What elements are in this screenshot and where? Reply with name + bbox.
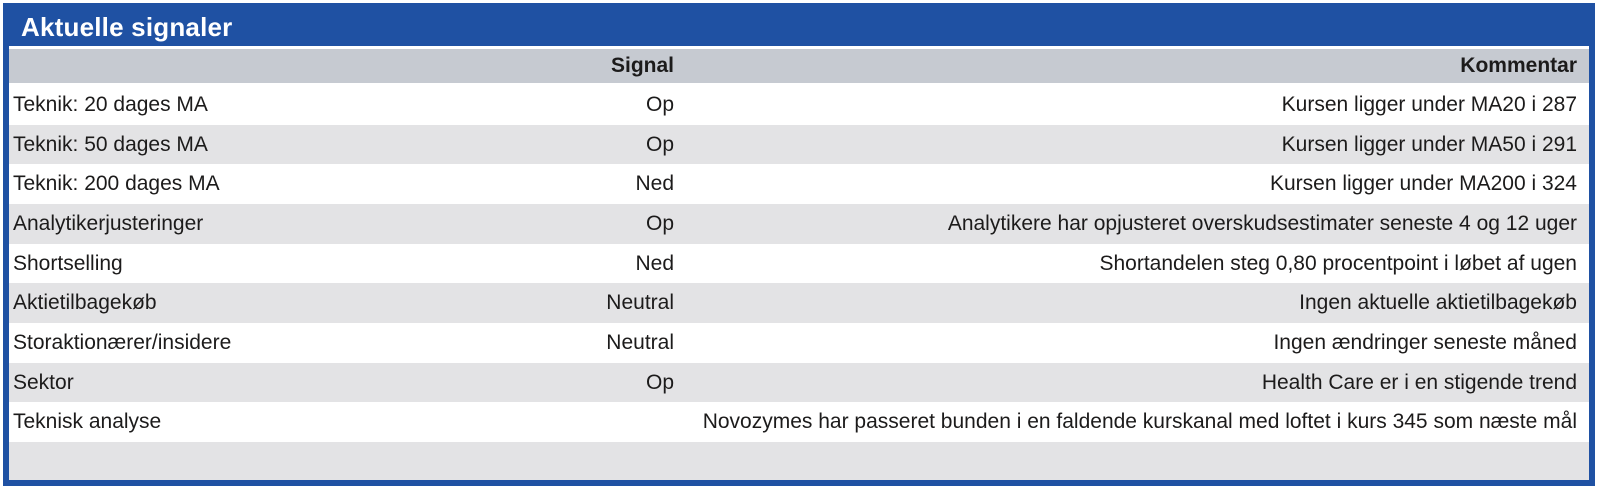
table-row: Teknik: 200 dages MA Ned Kursen ligger u…	[9, 164, 1589, 205]
header-signal: Signal	[610, 54, 674, 77]
header-kommentar: Kommentar	[1460, 54, 1577, 77]
row-label: Teknisk analyse	[13, 410, 162, 434]
table-row: Aktietilbagekøb Neutral Ingen aktuelle a…	[9, 283, 1589, 324]
table-row: Storaktionærer/insidere Neutral Ingen æn…	[9, 323, 1589, 363]
panel-title: Aktuelle signaler	[21, 12, 233, 42]
row-comment-merged: Novozymes har passeret bunden i en falde…	[702, 410, 1577, 434]
table-row: Shortselling Ned Shortandelen steg 0,80 …	[9, 243, 1589, 284]
row-comment: Kursen ligger under MA50 i 291	[1281, 132, 1577, 156]
row-label: Aktietilbagekøb	[13, 291, 157, 315]
table-row: Teknisk analyse Novozymes har passeret b…	[9, 402, 1589, 443]
signals-panel: Aktuelle signaler Signal Kommentar Tekni…	[3, 3, 1595, 486]
row-comment: Health Care er i en stigende trend	[1261, 370, 1577, 394]
row-comment: Ingen aktuelle aktietilbagekøb	[1299, 291, 1577, 315]
row-label: Analytikerjusteringer	[13, 211, 204, 235]
row-comment: Analytikere har opjusteret overskudsesti…	[947, 211, 1577, 235]
row-signal: Op	[645, 92, 674, 116]
row-signal: Ned	[635, 172, 674, 196]
row-comment: Shortandelen steg 0,80 procentpoint i lø…	[1099, 251, 1577, 275]
row-comment: Ingen ændringer seneste måned	[1273, 330, 1577, 354]
table-row: Analytikerjusteringer Op Analytikere har…	[9, 204, 1589, 244]
row-label: Teknik: 200 dages MA	[13, 172, 220, 196]
row-signal: Op	[645, 370, 674, 394]
row-label: Teknik: 20 dages MA	[13, 92, 208, 116]
row-signal: Op	[645, 132, 674, 156]
row-label: Shortselling	[13, 251, 123, 275]
row-comment: Kursen ligger under MA20 i 287	[1281, 92, 1577, 116]
row-signal: Op	[645, 211, 674, 235]
row-label: Storaktionærer/insidere	[13, 330, 232, 354]
row-comment: Kursen ligger under MA200 i 324	[1269, 172, 1577, 196]
footer-strip	[9, 442, 1589, 480]
row-label: Sektor	[13, 370, 74, 394]
row-signal: Neutral	[606, 330, 674, 354]
panel-title-bar: Aktuelle signaler	[9, 9, 1589, 49]
row-label: Teknik: 50 dages MA	[13, 132, 208, 156]
row-signal: Neutral	[606, 291, 674, 315]
table-row: Sektor Op Health Care er i en stigende t…	[9, 362, 1589, 403]
table-row: Teknik: 50 dages MA Op Kursen ligger und…	[9, 124, 1589, 165]
row-signal: Ned	[635, 251, 674, 275]
table-row: Teknik: 20 dages MA Op Kursen ligger und…	[9, 85, 1589, 125]
table-body: Teknik: 20 dages MA Op Kursen ligger und…	[9, 85, 1589, 443]
table-header-row: Signal Kommentar	[9, 49, 1589, 85]
